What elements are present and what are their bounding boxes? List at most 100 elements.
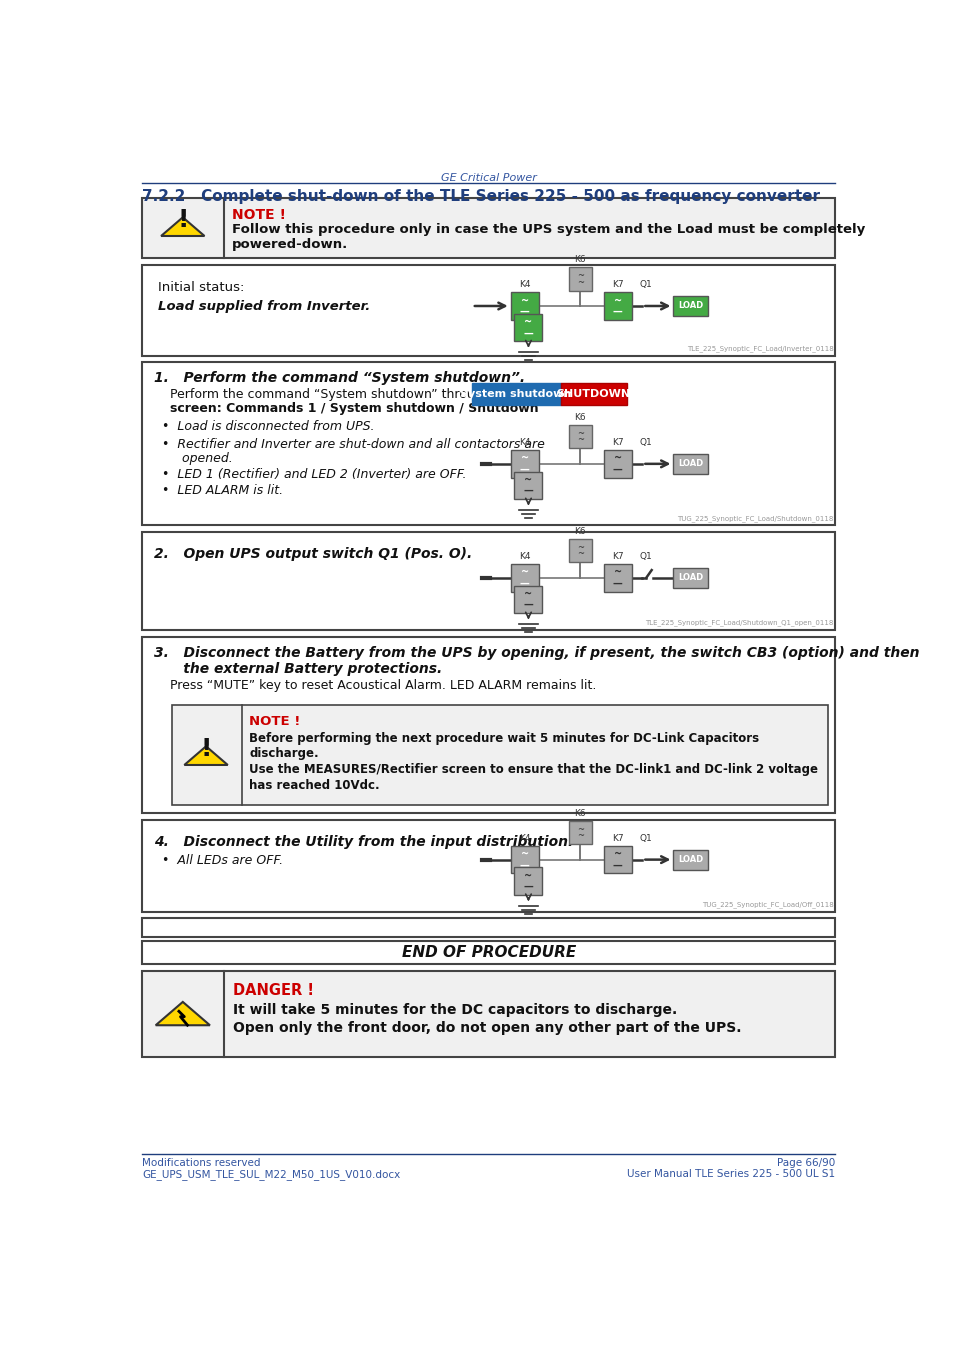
Text: It will take 5 minutes for the DC capacitors to discharge.: It will take 5 minutes for the DC capaci… bbox=[233, 1003, 677, 1017]
Text: Q1: Q1 bbox=[639, 279, 652, 289]
FancyBboxPatch shape bbox=[673, 454, 707, 474]
Text: ~: ~ bbox=[577, 549, 583, 559]
Text: the external Battery protections.: the external Battery protections. bbox=[154, 662, 442, 676]
Text: User Manual TLE Series 225 - 500 UL S1: User Manual TLE Series 225 - 500 UL S1 bbox=[626, 1169, 835, 1179]
Text: ~
—: ~ — bbox=[612, 567, 621, 589]
Text: K4: K4 bbox=[518, 834, 530, 842]
Text: ~
—: ~ — bbox=[523, 871, 533, 892]
Text: Use the MEASURES/Rectifier screen to ensure that the DC-link1 and DC-link 2 volt: Use the MEASURES/Rectifier screen to ens… bbox=[249, 763, 818, 776]
Text: •  Rectifier and Inverter are shut-down and all contactors are: • Rectifier and Inverter are shut-down a… bbox=[162, 437, 544, 451]
Text: NOTE !: NOTE ! bbox=[249, 716, 300, 728]
FancyBboxPatch shape bbox=[510, 292, 537, 320]
Text: has reached 10Vdc.: has reached 10Vdc. bbox=[249, 779, 379, 791]
Text: K6: K6 bbox=[574, 255, 585, 265]
Text: ~: ~ bbox=[577, 278, 583, 286]
Text: LOAD: LOAD bbox=[678, 855, 702, 864]
FancyBboxPatch shape bbox=[142, 819, 835, 913]
Text: ~
—: ~ — bbox=[523, 317, 533, 339]
Text: 2.   Open UPS output switch Q1 (Pos. O).: 2. Open UPS output switch Q1 (Pos. O). bbox=[154, 547, 472, 562]
Text: TLE_225_Synoptic_FC_Load/Inverter_0118: TLE_225_Synoptic_FC_Load/Inverter_0118 bbox=[686, 346, 833, 352]
FancyBboxPatch shape bbox=[142, 198, 835, 258]
FancyBboxPatch shape bbox=[514, 586, 542, 613]
FancyBboxPatch shape bbox=[510, 845, 537, 873]
Text: Q1: Q1 bbox=[639, 552, 652, 560]
Text: screen: Commands 1 / System shutdown / Shutdown: screen: Commands 1 / System shutdown / S… bbox=[170, 402, 537, 416]
FancyBboxPatch shape bbox=[673, 296, 707, 316]
FancyBboxPatch shape bbox=[514, 471, 542, 500]
FancyBboxPatch shape bbox=[568, 267, 592, 290]
FancyBboxPatch shape bbox=[142, 532, 835, 630]
Text: K7: K7 bbox=[611, 437, 622, 447]
Text: Open only the front door, do not open any other part of the UPS.: Open only the front door, do not open an… bbox=[233, 1022, 740, 1035]
Text: ~: ~ bbox=[577, 429, 583, 439]
Text: opened.: opened. bbox=[162, 451, 233, 464]
FancyBboxPatch shape bbox=[510, 450, 537, 478]
Text: ~
—: ~ — bbox=[523, 475, 533, 497]
Text: K6: K6 bbox=[574, 528, 585, 536]
Text: •  LED 1 (Rectifier) and LED 2 (Inverter) are OFF.: • LED 1 (Rectifier) and LED 2 (Inverter)… bbox=[162, 468, 466, 482]
Text: powered-down.: powered-down. bbox=[232, 238, 348, 251]
Text: Perform the command “System shutdown” through the: Perform the command “System shutdown” th… bbox=[170, 389, 515, 401]
FancyBboxPatch shape bbox=[142, 918, 835, 937]
Text: Load supplied from Inverter.: Load supplied from Inverter. bbox=[158, 300, 370, 313]
Text: LOAD: LOAD bbox=[678, 459, 702, 468]
Polygon shape bbox=[184, 747, 228, 765]
Text: ~
—: ~ — bbox=[612, 849, 621, 871]
Text: 1.   Perform the command “System shutdown”.: 1. Perform the command “System shutdown”… bbox=[154, 371, 525, 386]
FancyBboxPatch shape bbox=[472, 383, 560, 405]
FancyBboxPatch shape bbox=[514, 313, 542, 342]
FancyBboxPatch shape bbox=[568, 425, 592, 448]
Text: System shutdown: System shutdown bbox=[460, 389, 571, 398]
Text: ~: ~ bbox=[577, 825, 583, 834]
Text: LOAD: LOAD bbox=[678, 301, 702, 310]
Text: Initial status:: Initial status: bbox=[158, 281, 244, 293]
Text: ~: ~ bbox=[577, 436, 583, 444]
Text: END OF PROCEDURE: END OF PROCEDURE bbox=[401, 945, 576, 960]
Text: Page 66/90: Page 66/90 bbox=[777, 1157, 835, 1168]
Text: ~: ~ bbox=[577, 543, 583, 552]
FancyBboxPatch shape bbox=[673, 568, 707, 587]
Text: GE_UPS_USM_TLE_SUL_M22_M50_1US_V010.docx: GE_UPS_USM_TLE_SUL_M22_M50_1US_V010.docx bbox=[142, 1169, 400, 1180]
Text: 3.   Disconnect the Battery from the UPS by opening, if present, the switch CB3 : 3. Disconnect the Battery from the UPS b… bbox=[154, 647, 919, 660]
Text: ~
—: ~ — bbox=[612, 296, 621, 317]
Text: ~
—: ~ — bbox=[523, 589, 533, 610]
FancyBboxPatch shape bbox=[172, 705, 827, 805]
Text: K4: K4 bbox=[518, 552, 530, 560]
Text: 7.2.2   Complete shut-down of the TLE Series 225 - 500 as frequency converter: 7.2.2 Complete shut-down of the TLE Seri… bbox=[142, 189, 820, 204]
Text: ~: ~ bbox=[577, 832, 583, 840]
Text: 4.   Disconnect the Utility from the input distribution.: 4. Disconnect the Utility from the input… bbox=[154, 836, 573, 849]
Text: ~
—: ~ — bbox=[612, 454, 621, 475]
Text: ~
—: ~ — bbox=[519, 454, 529, 475]
Polygon shape bbox=[161, 217, 204, 236]
FancyBboxPatch shape bbox=[603, 845, 631, 873]
Text: GE Critical Power: GE Critical Power bbox=[440, 173, 537, 182]
Text: TLE_225_Synoptic_FC_Load/Shutdown_Q1_open_0118: TLE_225_Synoptic_FC_Load/Shutdown_Q1_ope… bbox=[645, 620, 833, 626]
Text: Before performing the next procedure wait 5 minutes for DC-Link Capacitors: Before performing the next procedure wai… bbox=[249, 732, 759, 745]
Text: TUG_225_Synoptic_FC_Load/Off_0118: TUG_225_Synoptic_FC_Load/Off_0118 bbox=[701, 902, 833, 909]
Text: !: ! bbox=[200, 737, 212, 761]
Text: ~
—: ~ — bbox=[519, 296, 529, 317]
Text: discharge.: discharge. bbox=[249, 747, 318, 760]
FancyBboxPatch shape bbox=[142, 362, 835, 525]
Text: !: ! bbox=[177, 208, 189, 232]
FancyBboxPatch shape bbox=[603, 292, 631, 320]
Text: Press “MUTE” key to reset Acoustical Alarm. LED ALARM remains lit.: Press “MUTE” key to reset Acoustical Ala… bbox=[170, 679, 596, 693]
Text: K6: K6 bbox=[574, 809, 585, 818]
Text: Modifications reserved: Modifications reserved bbox=[142, 1157, 261, 1168]
FancyBboxPatch shape bbox=[560, 383, 626, 405]
Text: ~: ~ bbox=[577, 271, 583, 281]
Polygon shape bbox=[155, 1002, 210, 1025]
Text: ~
—: ~ — bbox=[519, 849, 529, 871]
FancyBboxPatch shape bbox=[603, 564, 631, 591]
Text: K7: K7 bbox=[611, 552, 622, 560]
FancyBboxPatch shape bbox=[673, 849, 707, 869]
Text: K7: K7 bbox=[611, 279, 622, 289]
Text: K6: K6 bbox=[574, 413, 585, 423]
FancyBboxPatch shape bbox=[603, 450, 631, 478]
Text: •  All LEDs are OFF.: • All LEDs are OFF. bbox=[162, 855, 283, 867]
FancyBboxPatch shape bbox=[142, 637, 835, 813]
Text: K4: K4 bbox=[518, 279, 530, 289]
FancyBboxPatch shape bbox=[568, 821, 592, 844]
FancyBboxPatch shape bbox=[510, 564, 537, 591]
Text: Follow this procedure only in case the UPS system and the Load must be completel: Follow this procedure only in case the U… bbox=[232, 223, 864, 236]
